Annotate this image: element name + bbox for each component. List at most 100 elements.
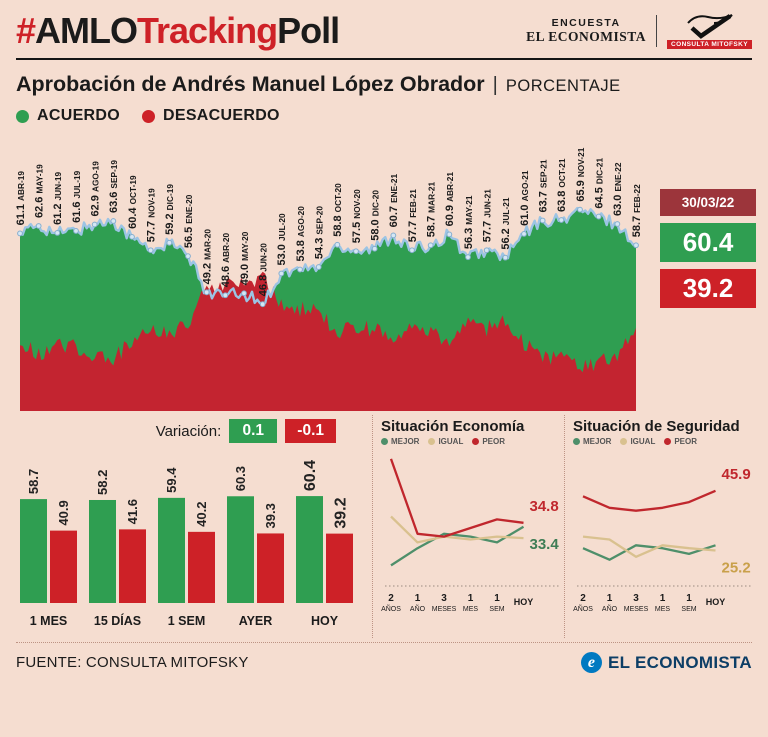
header: #AMLOTrackingPoll ENCUESTA EL ECONOMISTA…: [0, 0, 768, 56]
svg-text:SEM: SEM: [489, 606, 504, 613]
svg-text:2: 2: [388, 593, 394, 604]
approval-area-chart: 61.1 ABR-19 62.6 MAY-19 61.2 JUN-19 61.6 JU…: [15, 147, 643, 411]
variation-row: Variación: 0.1 -0.1: [12, 415, 366, 447]
svg-text:56.3 MAY-21: 56.3 MAY-21: [463, 195, 475, 249]
security-title: Situación de Seguridad: [573, 418, 740, 435]
svg-text:HOY: HOY: [706, 597, 726, 607]
consulta-mitofsky-logo: CONSULTA MITOFSKY: [667, 13, 752, 49]
svg-text:54.3 SEP-20: 54.3 SEP-20: [313, 206, 325, 259]
svg-text:45.9: 45.9: [722, 466, 751, 483]
svg-text:60.7 ENE-21: 60.7 ENE-21: [388, 173, 400, 227]
svg-text:48.6 ABR-20: 48.6 ABR-20: [220, 232, 232, 287]
svg-text:61.2 JUN-19: 61.2 JUN-19: [52, 171, 64, 224]
igual-label: IGUAL: [438, 437, 464, 446]
security-legend: MEJOR IGUAL PEOR: [573, 437, 756, 446]
footer: FUENTE: CONSULTA MITOFSKY e EL ECONOMIST…: [16, 642, 752, 673]
svg-text:57.5 NOV-20: 57.5 NOV-20: [351, 189, 363, 243]
title-amlo: AMLO: [35, 10, 138, 51]
svg-text:60.4 OCT-19: 60.4 OCT-19: [127, 175, 139, 229]
svg-text:3: 3: [441, 593, 447, 604]
summary-desacuerdo-value: 39.2: [660, 269, 756, 308]
svg-text:25.2: 25.2: [722, 559, 751, 576]
peor-swatch-icon: [472, 438, 480, 445]
subtitle-row: Aprobación de Andrés Manuel López Obrado…: [0, 60, 768, 97]
variation-desacuerdo-badge: -0.1: [285, 419, 336, 443]
svg-text:AÑOS: AÑOS: [573, 604, 593, 613]
main-chart-row: 61.1 ABR-19 62.6 MAY-19 61.2 JUN-19 61.6 JU…: [0, 125, 768, 413]
el-economista-logo: e EL ECONOMISTA: [580, 652, 752, 673]
igual-swatch-icon: [620, 438, 628, 445]
el-economista-wordmark: EL ECONOMISTA: [607, 652, 752, 672]
legend-item-peor: PEOR: [472, 437, 505, 446]
svg-text:HOY: HOY: [514, 597, 534, 607]
header-rule: [16, 58, 752, 60]
svg-text:MES: MES: [463, 606, 479, 613]
svg-text:1: 1: [686, 593, 692, 604]
svg-text:63.7 SEP-21: 63.7 SEP-21: [537, 159, 549, 212]
svg-text:1: 1: [494, 593, 500, 604]
svg-text:61.0 AGO-21: 61.0 AGO-21: [519, 170, 531, 226]
legend-item-igual: IGUAL: [620, 437, 655, 446]
el-economista-e-icon: e: [580, 652, 602, 673]
encuesta-label: ENCUESTA: [551, 17, 621, 29]
svg-text:60.3: 60.3: [233, 466, 248, 491]
svg-text:AÑO: AÑO: [602, 604, 618, 613]
mejor-swatch-icon: [573, 438, 580, 445]
economy-legend: MEJOR IGUAL PEOR: [381, 437, 564, 446]
svg-text:AYER: AYER: [239, 614, 273, 628]
el-economista-masthead: ENCUESTA EL ECONOMISTA: [526, 17, 646, 45]
svg-text:61.6 JUL-19: 61.6 JUL-19: [71, 170, 83, 223]
svg-text:SEM: SEM: [681, 606, 696, 613]
svg-text:33.4: 33.4: [530, 536, 560, 553]
legend-item-mejor: MEJOR: [381, 437, 419, 446]
peor-label: PEOR: [674, 437, 698, 446]
svg-text:63.0 ENE-22: 63.0 ENE-22: [612, 162, 624, 216]
title-poll: Poll: [277, 10, 340, 51]
variation-acuerdo-badge: 0.1: [229, 419, 278, 443]
svg-text:1: 1: [415, 593, 421, 604]
desacuerdo-label: DESACUERDO: [163, 107, 280, 124]
variation-label: Variación:: [155, 422, 222, 440]
svg-text:MESES: MESES: [624, 606, 649, 613]
svg-text:65.9 NOV-21: 65.9 NOV-21: [575, 147, 587, 201]
svg-text:58.7 FEB-22: 58.7 FEB-22: [631, 184, 643, 237]
svg-text:40.9: 40.9: [56, 500, 71, 525]
mejor-label: MEJOR: [583, 437, 612, 446]
svg-text:59.4: 59.4: [164, 467, 179, 493]
svg-text:57.7 JUN-21: 57.7 JUN-21: [481, 189, 493, 242]
svg-text:58.8 OCT-20: 58.8 OCT-20: [332, 183, 344, 237]
svg-text:49.0 MAY-20: 49.0 MAY-20: [239, 231, 251, 285]
svg-text:62.6 MAY-19: 62.6 MAY-19: [33, 164, 45, 218]
svg-text:56.2 JUL-21: 56.2 JUL-21: [500, 197, 512, 250]
svg-text:39.2: 39.2: [332, 497, 349, 528]
desacuerdo-swatch-icon: [142, 109, 155, 123]
svg-text:60.4: 60.4: [302, 460, 319, 491]
title-tracking: Tracking: [137, 10, 278, 51]
svg-text:1 SEM: 1 SEM: [168, 614, 206, 628]
svg-text:MESES: MESES: [432, 606, 457, 613]
source-label: FUENTE: CONSULTA MITOFSKY: [16, 654, 249, 671]
svg-text:1 MES: 1 MES: [30, 614, 68, 628]
bottom-panels: Variación: 0.1 -0.1 58.7 40.9 1 MES 58.2 41.…: [0, 413, 768, 638]
igual-swatch-icon: [428, 438, 436, 445]
mitofsky-bird-check-icon: [686, 14, 733, 39]
svg-text:1: 1: [607, 593, 613, 604]
svg-text:61.1 ABR-19: 61.1 ABR-19: [15, 171, 27, 226]
svg-text:MES: MES: [655, 606, 671, 613]
svg-text:HOY: HOY: [311, 614, 339, 628]
economy-section: Situación Economía MEJOR IGUAL PEOR 34.8…: [372, 415, 564, 638]
header-divider: [656, 15, 658, 47]
recent-bars-section: Variación: 0.1 -0.1 58.7 40.9 1 MES 58.2 41.…: [12, 415, 372, 638]
svg-text:63.6 SEP-19: 63.6 SEP-19: [108, 160, 120, 213]
svg-text:58.7 MAR-21: 58.7 MAR-21: [425, 182, 437, 238]
svg-text:39.3: 39.3: [263, 503, 278, 528]
mitofsky-label: CONSULTA MITOFSKY: [667, 40, 752, 49]
svg-text:58.2: 58.2: [95, 470, 110, 495]
svg-text:34.8: 34.8: [530, 498, 559, 515]
svg-text:62.9 AGO-19: 62.9 AGO-19: [89, 161, 101, 217]
svg-text:46.8 JUN-20: 46.8 JUN-20: [257, 243, 269, 296]
economista-label: EL ECONOMISTA: [526, 29, 647, 44]
svg-text:64.5 DIC-21: 64.5 DIC-21: [593, 157, 605, 208]
